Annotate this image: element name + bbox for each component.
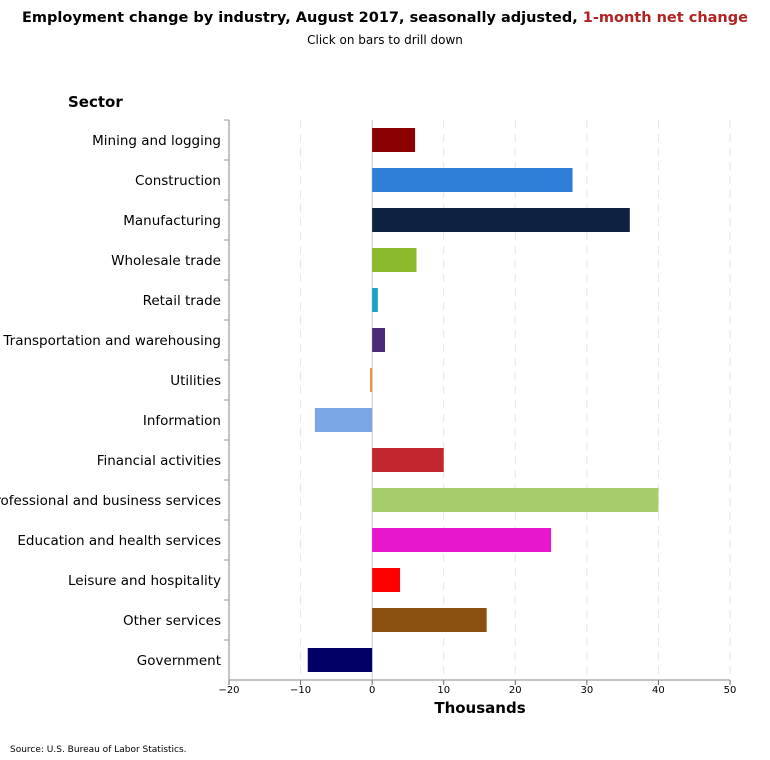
x-tick-label: −10 — [290, 685, 311, 696]
category-label: Wholesale trade — [111, 253, 221, 269]
bar[interactable] — [369, 368, 373, 392]
x-tick-label: 40 — [652, 685, 665, 696]
bar[interactable] — [372, 608, 487, 632]
x-tick-label: 10 — [437, 685, 450, 696]
bar[interactable] — [307, 648, 373, 672]
bar[interactable] — [372, 448, 444, 472]
category-label: Financial activities — [97, 453, 221, 469]
bar[interactable] — [372, 328, 386, 352]
source-note: Source: U.S. Bureau of Labor Statistics. — [10, 745, 187, 755]
x-tick-label: 50 — [724, 685, 737, 696]
category-label: Construction — [135, 173, 221, 189]
category-label: Retail trade — [143, 293, 221, 309]
x-tick-label: 30 — [580, 685, 593, 696]
bar[interactable] — [372, 248, 417, 272]
category-label: Government — [137, 653, 221, 669]
x-tick-label: 20 — [509, 685, 522, 696]
x-tick-label: −20 — [218, 685, 239, 696]
chart-subtitle: Click on bars to drill down — [307, 33, 463, 47]
bar[interactable] — [372, 208, 630, 232]
axes — [224, 119, 731, 685]
bars-group — [307, 128, 659, 672]
category-label: Professional and business services — [0, 493, 221, 509]
bar[interactable] — [314, 408, 373, 432]
category-label: Leisure and hospitality — [68, 573, 221, 589]
category-label: Information — [143, 413, 221, 429]
bar[interactable] — [372, 568, 401, 592]
category-label: Other services — [123, 613, 221, 629]
category-labels: Mining and logging Construction Manufactur… — [0, 133, 221, 669]
x-tick-label: 0 — [369, 685, 375, 696]
chart-title-highlight: 1-month net change — [582, 10, 748, 26]
bar[interactable] — [372, 288, 378, 312]
bar[interactable] — [372, 488, 659, 512]
grid-lines — [300, 120, 731, 680]
category-label: Mining and logging — [92, 133, 221, 149]
chart-title: Employment change by industry, August 20… — [0, 10, 770, 26]
category-label: Education and health services — [17, 533, 221, 549]
bar[interactable] — [372, 128, 416, 152]
bar[interactable] — [372, 168, 573, 192]
category-label: Manufacturing — [123, 213, 221, 229]
category-label: Transportation and warehousing — [2, 333, 221, 349]
x-axis-title: Thousands — [434, 699, 525, 717]
chart-title-main: Employment change by industry, August 20… — [22, 10, 578, 26]
category-label: Utilities — [170, 373, 221, 389]
tick-labels: −20 −10 0 10 20 30 40 50 — [218, 685, 736, 696]
bar[interactable] — [372, 528, 552, 552]
y-axis-title: Sector — [68, 93, 123, 111]
